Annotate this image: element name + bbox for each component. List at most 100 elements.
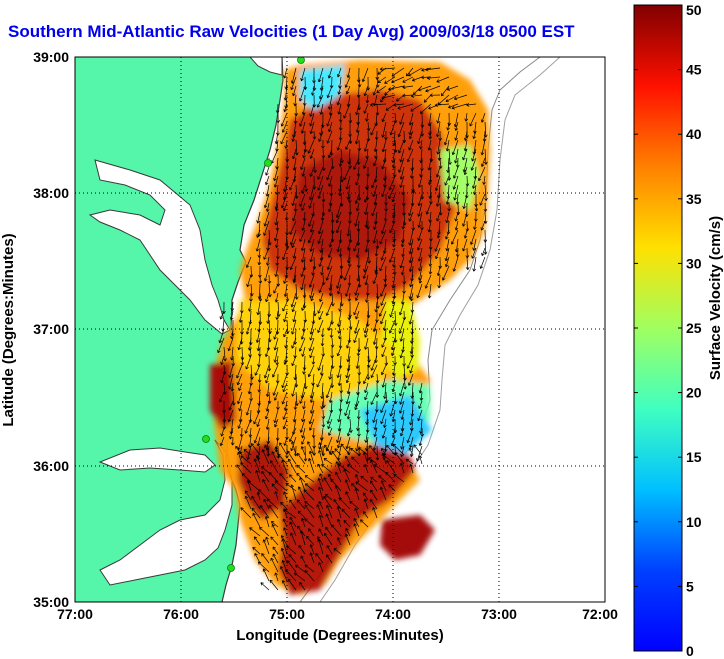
velocity-arrow [326, 130, 333, 144]
velocity-arrow [412, 76, 423, 82]
velocity-arrow [307, 229, 315, 244]
velocity-arrow [353, 523, 360, 537]
velocity-arrow [227, 409, 234, 423]
velocity-arrow [355, 202, 360, 212]
velocity-arrow [480, 112, 486, 123]
velocity-arrow [330, 337, 335, 348]
velocity-arrow [372, 328, 378, 345]
velocity-arrow [317, 355, 324, 371]
velocity-arrow [402, 93, 414, 98]
velocity-arrow [363, 464, 369, 474]
velocity-arrow [381, 112, 387, 123]
velocity-arrow [321, 274, 326, 286]
velocity-arrow [333, 499, 342, 510]
velocity-arrow [300, 328, 306, 340]
velocity-arrow [434, 103, 450, 107]
velocity-arrow [254, 364, 261, 376]
velocity-arrow [258, 489, 270, 501]
velocity-arrow [411, 184, 416, 194]
velocity-arrow [338, 497, 351, 510]
velocity-arrow [303, 489, 315, 501]
velocity-arrow [409, 409, 414, 426]
velocity-arrow [345, 373, 351, 384]
velocity-arrow [374, 247, 379, 257]
velocity-arrow [319, 103, 324, 115]
velocity-arrow [356, 148, 361, 165]
velocity-arrow [294, 564, 306, 573]
velocity-arrow [355, 175, 360, 186]
velocity-arrow [406, 148, 414, 163]
velocity-arrow [287, 578, 297, 591]
velocity-arrow [461, 211, 468, 227]
velocity-arrow [273, 283, 279, 294]
velocity-arrow [335, 211, 342, 224]
velocity-arrow [333, 548, 342, 555]
velocity-arrow [318, 501, 324, 510]
velocity-arrow [435, 121, 441, 138]
velocity-arrow [345, 175, 351, 190]
velocity-arrow [341, 508, 351, 519]
velocity-arrow [253, 427, 261, 444]
velocity-arrow [453, 184, 459, 201]
velocity-arrow [343, 265, 351, 281]
velocity-arrow [320, 265, 324, 276]
velocity-arrow [265, 400, 270, 412]
velocity-arrow [436, 112, 441, 124]
velocity-arrow [392, 265, 397, 275]
velocity-arrow [355, 103, 360, 116]
velocity-arrow [323, 532, 333, 546]
velocity-arrow [267, 274, 272, 284]
velocity-arrow [301, 202, 306, 211]
velocity-arrow [337, 85, 342, 95]
velocity-arrow [280, 112, 288, 127]
velocity-arrow [444, 247, 450, 262]
velocity-arrow [462, 238, 468, 252]
velocity-arrow [382, 454, 396, 465]
velocity-arrow [321, 418, 326, 428]
velocity-arrow [436, 211, 441, 222]
velocity-arrow [307, 364, 315, 378]
velocity-arrow [413, 444, 423, 456]
velocity-arrow [275, 373, 280, 384]
velocity-arrow [258, 274, 263, 284]
velocity-arrow [389, 220, 396, 234]
velocity-arrow [372, 409, 378, 423]
velocity-arrow [399, 462, 405, 474]
velocity-arrow [317, 477, 324, 492]
velocity-arrow [321, 409, 326, 420]
velocity-arrow [345, 364, 351, 379]
velocity-arrow [304, 569, 315, 582]
velocity-arrow [317, 301, 324, 314]
velocity-arrow [451, 103, 468, 110]
velocity-arrow [420, 427, 425, 437]
velocity-arrow [354, 474, 360, 483]
velocity-arrow [263, 265, 270, 282]
velocity-arrow [292, 247, 297, 259]
velocity-arrow [405, 458, 414, 465]
velocity-arrow [450, 229, 459, 245]
velocity-arrow [326, 112, 333, 127]
velocity-arrow [318, 486, 324, 501]
velocity-arrow [256, 492, 261, 501]
velocity-arrow [417, 175, 423, 188]
velocity-arrow [427, 220, 432, 233]
velocity-arrow [273, 409, 279, 424]
velocity-arrow [308, 193, 315, 209]
velocity-arrow [331, 524, 342, 537]
velocity-arrow [384, 85, 396, 96]
velocity-arrow [368, 457, 378, 465]
velocity-arrow [365, 148, 369, 159]
velocity-arrow [248, 427, 253, 438]
velocity-arrow [230, 382, 235, 392]
velocity-arrow [380, 364, 387, 376]
velocity-arrow [271, 524, 279, 537]
velocity-arrow [249, 391, 253, 402]
velocity-arrow [363, 498, 369, 510]
velocity-arrow [227, 337, 234, 352]
velocity-arrow [328, 238, 333, 248]
velocity-arrow [343, 519, 351, 528]
velocity-arrow [328, 175, 333, 187]
velocity-arrow [255, 455, 261, 465]
velocity-arrow [388, 85, 405, 91]
